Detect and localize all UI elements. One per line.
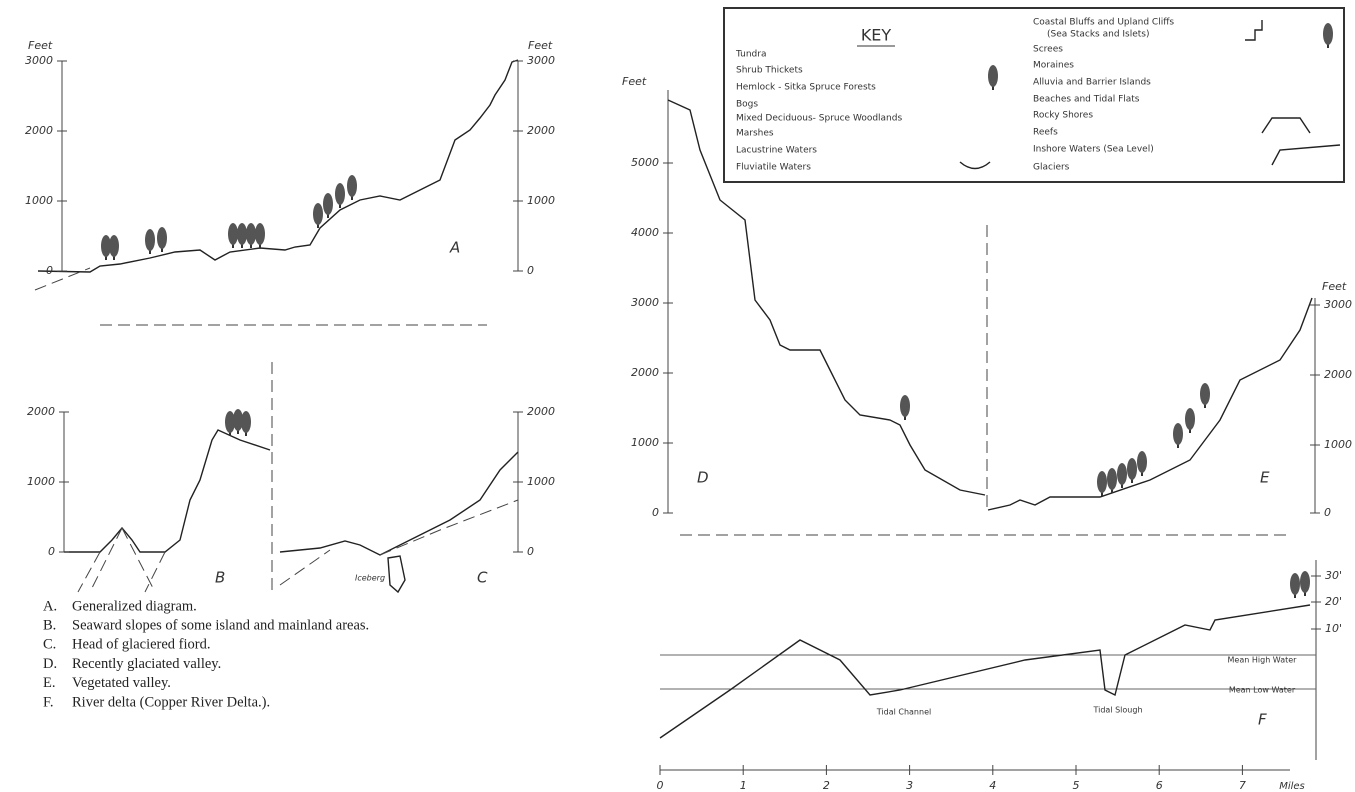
subsurface	[78, 528, 165, 592]
panel-letter: D	[697, 469, 709, 487]
tick-label: 1000	[527, 194, 555, 207]
caption-text: River delta (Copper River Delta.).	[72, 694, 270, 710]
key-item: Fluviatile Waters	[736, 163, 811, 173]
panel-bc: Iceberg B C	[64, 362, 518, 592]
key: KEY Tundra Shrub Thickets Hemlock - Sitka …	[724, 8, 1344, 182]
key-item: Hemlock - Sitka Spruce Forests	[736, 83, 876, 93]
key-item: Tundra	[735, 50, 766, 60]
tick-label: 3000	[1324, 298, 1352, 311]
tick-label: 0	[1324, 506, 1331, 519]
tick-label: 3000	[527, 54, 555, 67]
tick-label: 1000	[1324, 438, 1352, 451]
tick-label: 30'	[1325, 569, 1342, 582]
figure: Feet Feet A Iceberg B C A. Generalized di…	[0, 0, 1355, 792]
tick-label: 7	[1239, 779, 1246, 792]
key-item: Screes	[1033, 45, 1063, 55]
tick-label: 1000	[25, 194, 53, 207]
caption-text: Seaward slopes of some island and mainla…	[72, 618, 369, 634]
tick-label: 4000	[631, 226, 659, 239]
caption-text: Vegetated valley.	[72, 675, 171, 691]
unit-label: Feet	[528, 39, 553, 52]
label: Mean High Water	[1228, 656, 1298, 665]
tick-label: 1	[740, 779, 747, 792]
tick-label: 0	[48, 545, 55, 558]
panel-letter: F	[1258, 711, 1267, 729]
key-item: Lacustrine Waters	[736, 146, 817, 156]
key-item: Rocky Shores	[1033, 111, 1093, 121]
tick-label: 2	[823, 779, 830, 792]
key-item: (Sea Stacks and Islets)	[1047, 30, 1150, 40]
caption-letter: B.	[43, 618, 56, 634]
tick-label: 0	[527, 545, 534, 558]
caption-letter: A.	[43, 598, 57, 614]
panel-f: Mean High Water Mean Low Water Tidal Cha…	[660, 560, 1316, 792]
caption-letter: F.	[43, 694, 54, 710]
caption-text: Head of glaciered fiord.	[72, 637, 211, 653]
unit-label: Feet	[1322, 280, 1347, 293]
tick-label: 2000	[25, 124, 53, 137]
unit-label: Feet	[622, 75, 647, 88]
label: Iceberg	[355, 574, 385, 583]
key-item: Glaciers	[1033, 163, 1070, 173]
tick-label: 2000	[527, 124, 555, 137]
profile	[668, 100, 985, 495]
key-item: Bogs	[736, 100, 758, 110]
panel-letter: A	[449, 239, 460, 257]
key-item: Mixed Deciduous- Spruce Woodlands	[736, 114, 902, 124]
tick-label: 2000	[27, 405, 55, 418]
key-item: Alluvia and Barrier Islands	[1033, 78, 1151, 88]
key-item: Coastal Bluffs and Upland Cliffs	[1033, 18, 1174, 28]
unit-label: Miles	[1279, 781, 1305, 792]
caption-text: Generalized diagram.	[72, 598, 197, 614]
tick-label: 3000	[631, 296, 659, 309]
panel-a: Feet Feet A	[28, 39, 553, 325]
profile	[660, 605, 1310, 738]
label: Tidal Channel	[876, 708, 931, 717]
key-item: Beaches and Tidal Flats	[1033, 95, 1140, 105]
profile	[280, 452, 518, 555]
tick-label: 6	[1156, 779, 1163, 792]
caption-letter: E.	[43, 675, 55, 691]
captions: A. Generalized diagram. B. Seaward slopes o…	[43, 598, 369, 710]
tick-label: 10'	[1325, 622, 1342, 635]
caption-letter: D.	[43, 656, 57, 672]
panel-letter: C	[477, 569, 488, 587]
caption-text: Recently glaciated valley.	[72, 656, 221, 672]
tick-label: 20'	[1325, 595, 1342, 608]
tick-label: 4	[989, 779, 996, 792]
tick-label: 2000	[631, 366, 659, 379]
key-item: Inshore Waters (Sea Level)	[1033, 145, 1154, 155]
tick-label: 3000	[25, 54, 53, 67]
tick-label: 1000	[27, 475, 55, 488]
tick-label: 2000	[527, 405, 555, 418]
symbol	[1262, 118, 1310, 133]
tick-label: 0	[46, 264, 53, 277]
tick-label: 0	[527, 264, 534, 277]
profile	[64, 430, 270, 552]
tick-label: 1000	[631, 436, 659, 449]
iceberg	[388, 556, 405, 592]
key-item: Marshes	[736, 129, 774, 139]
tick-label: 2000	[1324, 368, 1352, 381]
panel-letter: E	[1260, 469, 1270, 487]
key-title: KEY	[861, 26, 892, 45]
tick-label: 5	[1073, 779, 1080, 792]
caption-letter: C.	[43, 637, 56, 653]
tick-label: 1000	[527, 475, 555, 488]
tick-label: 0	[657, 779, 664, 792]
label: Tidal Slough	[1092, 706, 1142, 715]
key-item: Reefs	[1033, 128, 1058, 138]
panel-letter: B	[215, 569, 225, 587]
tick-label: 3	[906, 779, 913, 792]
key-item: Moraines	[1033, 61, 1074, 71]
unit-label: Feet	[28, 39, 53, 52]
panel-de: Feet Feet D E	[622, 75, 1347, 535]
key-item: Shrub Thickets	[736, 66, 803, 76]
symbol	[1245, 20, 1262, 40]
tick-label: 5000	[631, 156, 659, 169]
label: Mean Low Water	[1229, 686, 1296, 695]
tick-label: 0	[652, 506, 659, 519]
